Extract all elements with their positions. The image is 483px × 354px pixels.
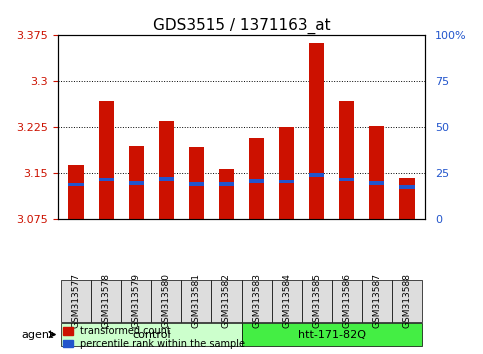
FancyBboxPatch shape: [212, 280, 242, 322]
Text: htt-171-82Q: htt-171-82Q: [298, 330, 366, 339]
Bar: [339, 178, 355, 182]
Text: GSM313577: GSM313577: [71, 273, 81, 329]
Text: GSM313578: GSM313578: [101, 273, 111, 329]
Text: agent: agent: [21, 330, 54, 339]
Legend: transformed count, percentile rank within the sample: transformed count, percentile rank withi…: [63, 326, 245, 349]
Bar: [279, 179, 294, 183]
FancyBboxPatch shape: [91, 280, 121, 322]
Bar: [219, 169, 234, 219]
FancyBboxPatch shape: [61, 324, 242, 346]
FancyBboxPatch shape: [242, 280, 271, 322]
Bar: [219, 182, 234, 186]
FancyBboxPatch shape: [302, 280, 332, 322]
Bar: [339, 101, 355, 219]
FancyBboxPatch shape: [61, 280, 91, 322]
Title: GDS3515 / 1371163_at: GDS3515 / 1371163_at: [153, 18, 330, 34]
Bar: [128, 181, 144, 184]
FancyBboxPatch shape: [181, 280, 212, 322]
Text: GSM313579: GSM313579: [132, 273, 141, 329]
Bar: [69, 165, 84, 219]
Bar: [128, 146, 144, 219]
Bar: [159, 177, 174, 181]
Bar: [399, 185, 414, 189]
FancyBboxPatch shape: [362, 280, 392, 322]
Bar: [189, 182, 204, 186]
Text: GSM313581: GSM313581: [192, 273, 201, 329]
Bar: [309, 44, 324, 219]
Text: GSM313584: GSM313584: [282, 273, 291, 329]
Text: GSM313587: GSM313587: [372, 273, 382, 329]
FancyBboxPatch shape: [332, 280, 362, 322]
Bar: [369, 181, 384, 184]
Text: GSM313583: GSM313583: [252, 273, 261, 329]
FancyBboxPatch shape: [121, 280, 151, 322]
Text: GSM313588: GSM313588: [402, 273, 412, 329]
Text: GSM313580: GSM313580: [162, 273, 171, 329]
Bar: [279, 127, 294, 219]
Bar: [309, 173, 324, 177]
Bar: [99, 101, 114, 219]
Bar: [249, 179, 264, 183]
Bar: [189, 147, 204, 219]
Text: GSM313586: GSM313586: [342, 273, 351, 329]
Bar: [69, 183, 84, 186]
Text: control: control: [132, 330, 170, 339]
Bar: [99, 178, 114, 182]
Bar: [249, 138, 264, 219]
Bar: [399, 178, 414, 219]
Bar: [369, 126, 384, 219]
FancyBboxPatch shape: [392, 280, 422, 322]
Text: GSM313585: GSM313585: [312, 273, 321, 329]
Bar: [159, 121, 174, 219]
FancyBboxPatch shape: [151, 280, 181, 322]
FancyBboxPatch shape: [242, 324, 422, 346]
FancyBboxPatch shape: [271, 280, 302, 322]
Text: GSM313582: GSM313582: [222, 273, 231, 329]
